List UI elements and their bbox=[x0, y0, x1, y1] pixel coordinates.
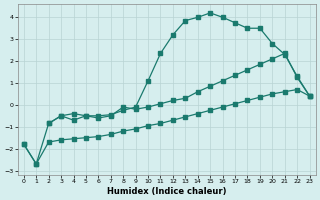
X-axis label: Humidex (Indice chaleur): Humidex (Indice chaleur) bbox=[107, 187, 227, 196]
